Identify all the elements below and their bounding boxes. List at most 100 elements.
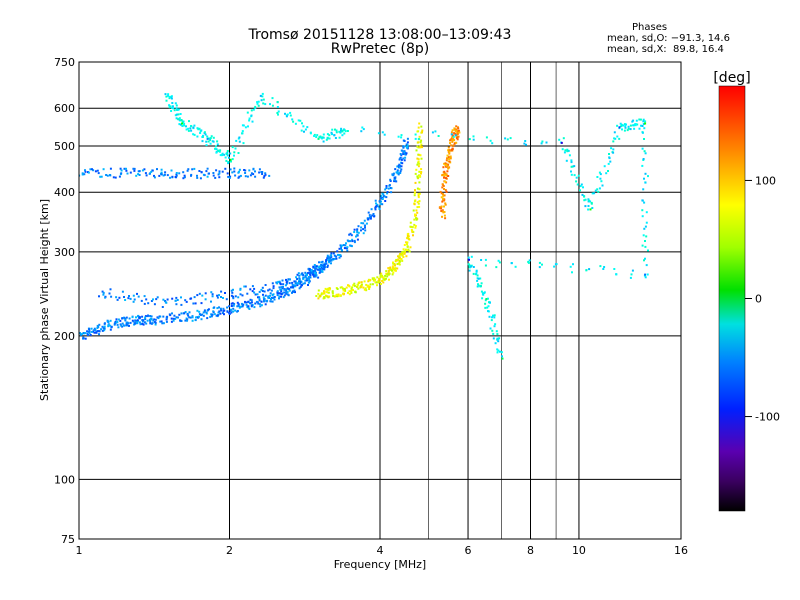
- echo-point: [155, 298, 158, 301]
- echo-point: [241, 130, 244, 133]
- echo-point: [476, 274, 479, 277]
- echo-point: [223, 309, 226, 312]
- echo-point: [246, 175, 249, 178]
- echo-point: [252, 173, 255, 176]
- echo-point: [158, 174, 161, 177]
- echo-point: [443, 174, 446, 177]
- echo-point: [296, 282, 299, 285]
- echo-point: [191, 316, 194, 319]
- echo-point: [247, 306, 250, 309]
- echo-point: [624, 126, 627, 129]
- echo-point: [188, 316, 191, 319]
- echo-point: [553, 265, 556, 268]
- echo-point: [315, 136, 318, 138]
- echo-point: [233, 167, 236, 170]
- echo-point: [285, 278, 287, 281]
- echo-point: [389, 266, 392, 269]
- echo-point: [117, 318, 120, 321]
- echo-point: [411, 226, 414, 229]
- echo-point: [541, 140, 544, 143]
- echo-point: [384, 274, 387, 277]
- echo-point: [448, 160, 451, 163]
- echo-point: [395, 258, 398, 261]
- echo-point: [442, 185, 445, 187]
- echo-point: [614, 137, 617, 140]
- echo-point: [397, 255, 399, 258]
- echo-point: [495, 330, 498, 333]
- echo-point: [496, 333, 499, 336]
- echo-point: [313, 135, 316, 137]
- echo-point: [314, 273, 317, 276]
- echo-point: [167, 93, 170, 96]
- echo-point: [570, 170, 572, 173]
- echo-point: [302, 125, 305, 128]
- echo-point: [341, 134, 344, 137]
- echo-point: [367, 278, 370, 281]
- echo-point: [351, 286, 354, 289]
- echo-point: [286, 113, 289, 116]
- echo-point: [417, 130, 420, 133]
- echo-point: [390, 191, 393, 194]
- echo-point: [402, 145, 405, 148]
- echo-point: [405, 255, 408, 258]
- echo-point: [165, 318, 168, 321]
- echo-point: [210, 300, 212, 303]
- echo-point: [116, 298, 119, 301]
- echo-point: [468, 258, 470, 261]
- y-tick-label: 600: [54, 102, 75, 115]
- echo-point: [256, 293, 259, 296]
- echo-point: [318, 261, 320, 264]
- echo-point: [229, 175, 232, 178]
- echo-point: [180, 303, 183, 306]
- echo-point: [258, 299, 261, 302]
- echo-point: [187, 129, 190, 132]
- echo-point: [489, 139, 492, 142]
- echo-point: [416, 206, 419, 209]
- echo-point: [301, 284, 303, 286]
- echo-point: [340, 129, 342, 132]
- echo-point: [406, 141, 409, 144]
- echo-point: [151, 322, 154, 325]
- echo-point: [593, 192, 596, 195]
- echo-point: [225, 298, 228, 301]
- echo-point: [225, 159, 228, 162]
- echo-point: [269, 103, 271, 106]
- echo-point: [160, 320, 163, 323]
- echo-point: [596, 188, 599, 191]
- echo-point: [348, 293, 351, 296]
- echo-point: [360, 281, 363, 284]
- echo-point: [644, 273, 647, 276]
- echo-point: [643, 127, 646, 130]
- echo-point: [487, 310, 489, 313]
- echo-point: [94, 328, 97, 331]
- echo-point: [642, 234, 645, 237]
- echo-point: [307, 284, 309, 286]
- echo-point: [321, 136, 324, 139]
- echo-point: [636, 123, 639, 126]
- echo-point: [421, 146, 423, 149]
- echo-point: [373, 277, 376, 280]
- echo-point: [398, 166, 401, 169]
- echo-point: [218, 172, 221, 175]
- echo-point: [233, 151, 236, 154]
- echo-point: [447, 146, 450, 149]
- echo-point: [409, 221, 412, 224]
- echo-point: [175, 117, 178, 120]
- echo-point: [196, 316, 199, 319]
- echo-point: [232, 295, 235, 298]
- echo-point: [631, 269, 634, 272]
- echo-point: [476, 279, 479, 282]
- echo-point: [198, 170, 201, 172]
- echo-point: [449, 142, 451, 145]
- echo-point: [153, 321, 156, 323]
- echo-point: [168, 313, 171, 316]
- echo-point: [480, 282, 483, 285]
- echo-point: [363, 224, 366, 227]
- echo-point: [307, 278, 310, 281]
- echo-point: [417, 138, 420, 141]
- echo-point: [454, 133, 457, 136]
- echo-point: [491, 142, 494, 145]
- echo-point: [243, 285, 246, 288]
- echo-point: [214, 176, 217, 179]
